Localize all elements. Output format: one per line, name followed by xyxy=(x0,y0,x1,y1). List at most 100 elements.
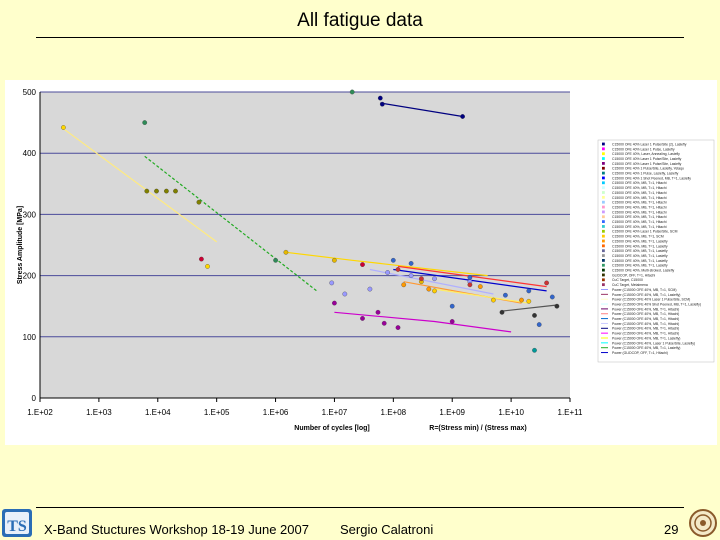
legend-marker xyxy=(602,215,605,219)
legend-entry: C15000 OFE 40% Laser 1 Pulse/Site (2), L… xyxy=(612,142,687,146)
data-point xyxy=(360,316,365,321)
x-tick-label: 1.E+05 xyxy=(204,408,230,417)
legend-marker xyxy=(602,142,605,146)
data-points xyxy=(61,89,560,353)
legend-marker xyxy=(602,225,605,228)
legend-entry: C15000 OFE 40%, MB, T=1, Hitachi xyxy=(612,215,667,219)
x-tick-label: 1.E+03 xyxy=(86,408,112,417)
legend-marker xyxy=(602,195,605,199)
footer-rule xyxy=(36,507,684,508)
legend-marker xyxy=(602,147,605,151)
plot-area xyxy=(40,92,570,398)
legend-marker xyxy=(602,254,605,257)
legend-entry: C15000 OFE 40%, MB, T=1, Lasiefly xyxy=(612,264,668,268)
axes: 0 100 200 300 400 500 1.E+02 1.E+03 1.E+04 1.E+05… xyxy=(23,88,583,417)
legend-entry: Power (C15000 OFE 40%, MB, T=1, Hitachi) xyxy=(612,332,679,336)
legend-entry: C15000 OFE 40%, MB, T=1, Lasiefly xyxy=(612,244,668,248)
data-point xyxy=(283,249,289,255)
data-point xyxy=(385,270,390,275)
data-point xyxy=(332,300,337,306)
legend-entry: Power (C15000 OFE 40% Shot Peened, MB, T… xyxy=(612,302,701,306)
y-tick-label: 300 xyxy=(23,210,37,219)
trend-line xyxy=(63,128,218,243)
x-tick-label: 1.E+11 xyxy=(558,408,584,417)
legend-marker xyxy=(602,176,605,180)
x-tick-label: 1.E+06 xyxy=(263,408,289,417)
trend-line xyxy=(334,311,512,333)
legend-entry: Power (C15000 OFE 40%, MB, T=1, Hitachi) xyxy=(612,322,679,326)
slide-title: All fatigue data xyxy=(297,10,423,31)
x-tick-label: 1.E+02 xyxy=(27,408,53,417)
legend-entry: C15000 OFE 40%, Laser, Annealing, Lasief… xyxy=(612,152,680,156)
legend-entry: Power (C15000 OFE 40%, MB, T=1, Hitachi) xyxy=(612,327,679,331)
data-point xyxy=(61,125,66,130)
legend-entry: GLIDCOP, OFF, T=1, Hitachi xyxy=(612,273,655,277)
legend-entry: C15000 OFE 40%, MB, T=1, SCM xyxy=(612,235,664,239)
x-axis-label-2: R=(Stress min) / (Stress max) xyxy=(429,425,526,432)
legend-marker xyxy=(602,278,605,282)
data-point xyxy=(460,114,465,119)
legend-entry: C15000 OFE 40% 1 Shot Peened, MB, T=1, L… xyxy=(612,176,691,180)
data-point xyxy=(205,264,210,269)
data-point xyxy=(503,292,508,298)
ts-logo-icon: TS xyxy=(2,509,32,537)
y-tick-label: 200 xyxy=(23,272,37,281)
data-point xyxy=(449,303,455,309)
data-point xyxy=(544,280,549,286)
legend-entry: C15000 OFE 40%, MB, T=1, Lasiefly xyxy=(612,259,668,263)
x-axis-label: Number of cycles [log] xyxy=(294,425,369,432)
data-point xyxy=(164,188,169,194)
y-tick-label: 0 xyxy=(32,394,37,403)
data-point xyxy=(554,303,560,309)
legend-marker xyxy=(602,166,605,170)
legend-marker xyxy=(602,273,605,277)
legend-marker xyxy=(602,263,605,267)
title-rule xyxy=(36,37,684,38)
data-point xyxy=(419,276,424,282)
data-point xyxy=(477,284,483,289)
x-tick-label: 1.E+10 xyxy=(498,408,524,417)
legend-marker xyxy=(602,205,605,209)
data-point xyxy=(432,288,437,294)
legend-entry: Power (C15000 OFE 40% Laser 1 Pulse/Site… xyxy=(612,298,690,302)
legend-entry: C15000 OFE 40%, MB, T=1, Hitachi xyxy=(612,186,667,190)
data-point xyxy=(173,188,178,194)
legend-entry: C15000 OFE 40% Laser 1 Pulse, Lasiefly xyxy=(612,147,675,151)
legend-marker xyxy=(602,268,605,272)
x-tick-label: 1.E+09 xyxy=(439,408,465,417)
data-point xyxy=(144,188,150,194)
legend-entry: Power (C15000 OFE 40%, MB, T=1, Hitachi) xyxy=(612,317,679,321)
legend-entry: C15000 OFE 40%, MB, T=1, Hitachi xyxy=(612,225,667,229)
data-point xyxy=(519,297,524,303)
data-point xyxy=(329,280,335,286)
data-point xyxy=(467,282,473,288)
legend-entry: C15000 OFE 40%, MB, T=1, Hitachi xyxy=(612,210,667,214)
legend-marker xyxy=(602,283,605,287)
trend-line xyxy=(369,268,494,295)
data-point xyxy=(467,275,473,280)
data-point xyxy=(154,188,159,194)
data-point xyxy=(526,288,532,294)
data-point xyxy=(375,309,381,315)
x-tick-label: 1.E+07 xyxy=(322,408,348,417)
data-point xyxy=(449,319,455,324)
data-point xyxy=(432,276,437,282)
legend-marker xyxy=(602,186,605,190)
legend-marker xyxy=(602,244,605,248)
legend-marker xyxy=(602,152,605,156)
data-point xyxy=(532,313,537,318)
legend-entry: C15000 OFE 40%, MB, T=1, Hitachi xyxy=(612,220,667,224)
y-tick-label: 100 xyxy=(23,333,37,342)
legend-entry: C15000 OFE 40%, MB, T=1, Hitachi xyxy=(612,205,667,209)
legend-entry: C15000 OFE 40%, MB, T=1, Hitachi xyxy=(612,181,667,185)
data-point xyxy=(199,256,204,262)
legend-marker xyxy=(602,200,605,204)
data-point xyxy=(349,89,355,95)
page-number: 29 xyxy=(664,522,679,537)
data-point xyxy=(499,309,505,315)
trend-line xyxy=(397,265,547,288)
trend-lines xyxy=(63,102,557,333)
legend-marker xyxy=(602,239,605,243)
legend-entry: CuC Target, Metalmena xyxy=(612,283,648,287)
